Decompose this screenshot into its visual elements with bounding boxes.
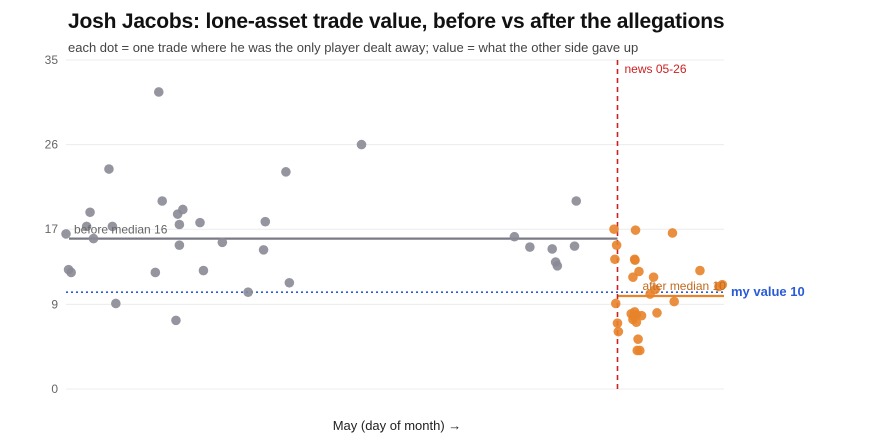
after-point xyxy=(635,345,645,356)
before-point xyxy=(525,242,535,252)
before-point xyxy=(61,229,71,239)
after-point xyxy=(631,317,642,328)
after-point xyxy=(633,334,643,344)
my-value-label: my value 10 xyxy=(731,284,805,299)
after-point xyxy=(667,228,678,238)
before-point xyxy=(157,196,168,206)
after-point xyxy=(610,254,620,265)
before-median-label: before median 16 xyxy=(74,223,168,237)
chart-title: Josh Jacobs: lone-asset trade value, bef… xyxy=(68,10,725,33)
before-point xyxy=(66,267,76,278)
after-point xyxy=(636,310,647,321)
after-point xyxy=(610,298,621,309)
before-point xyxy=(217,237,228,248)
before-point xyxy=(88,233,99,244)
before-point xyxy=(174,219,185,230)
before-point xyxy=(552,261,563,271)
after-point xyxy=(613,326,624,337)
before-point xyxy=(198,265,209,276)
y-tick-label: 9 xyxy=(51,297,58,311)
x-axis-label: May (day of month) → xyxy=(333,418,462,433)
before-point xyxy=(569,241,580,251)
before-point xyxy=(547,244,557,254)
before-point xyxy=(509,231,520,242)
after-point xyxy=(634,266,644,277)
before-point xyxy=(260,216,271,227)
after-point xyxy=(611,240,622,250)
before-point xyxy=(150,267,161,278)
before-point xyxy=(153,87,164,97)
before-point xyxy=(356,139,367,150)
news-label: news 05-26 xyxy=(624,62,686,76)
before-point xyxy=(571,196,582,206)
before-point xyxy=(195,217,205,228)
before-point xyxy=(174,240,185,250)
y-tick-label: 26 xyxy=(45,138,59,152)
before-point xyxy=(104,164,114,174)
after-point xyxy=(652,308,662,318)
before-point xyxy=(178,204,188,215)
after-point xyxy=(648,272,659,282)
after-point xyxy=(630,225,641,235)
after-point xyxy=(628,272,638,282)
annotations: before median 16 after median 10 my value … xyxy=(74,62,805,299)
after-point xyxy=(717,279,728,290)
after-median-label: after median 10 xyxy=(642,279,726,293)
y-tick-label: 35 xyxy=(45,53,59,67)
after-point xyxy=(695,265,705,276)
after-point xyxy=(650,284,661,295)
before-point xyxy=(107,221,118,232)
y-tick-label: 17 xyxy=(45,222,59,236)
before-point xyxy=(171,315,181,326)
before-point xyxy=(85,207,95,218)
after-point xyxy=(669,296,679,307)
chart-subtitle: each dot = one trade where he was the on… xyxy=(68,40,639,55)
data-points xyxy=(61,87,728,356)
y-tick-labels: 0 9 17 26 35 xyxy=(45,53,59,396)
before-point xyxy=(243,287,253,297)
after-point xyxy=(612,318,623,329)
after-point xyxy=(609,224,619,234)
after-point xyxy=(630,255,640,266)
before-point xyxy=(281,167,291,177)
before-point xyxy=(81,221,92,232)
y-tick-label: 0 xyxy=(51,382,58,396)
before-point xyxy=(111,298,121,309)
before-point xyxy=(258,245,269,255)
before-point xyxy=(284,277,295,288)
